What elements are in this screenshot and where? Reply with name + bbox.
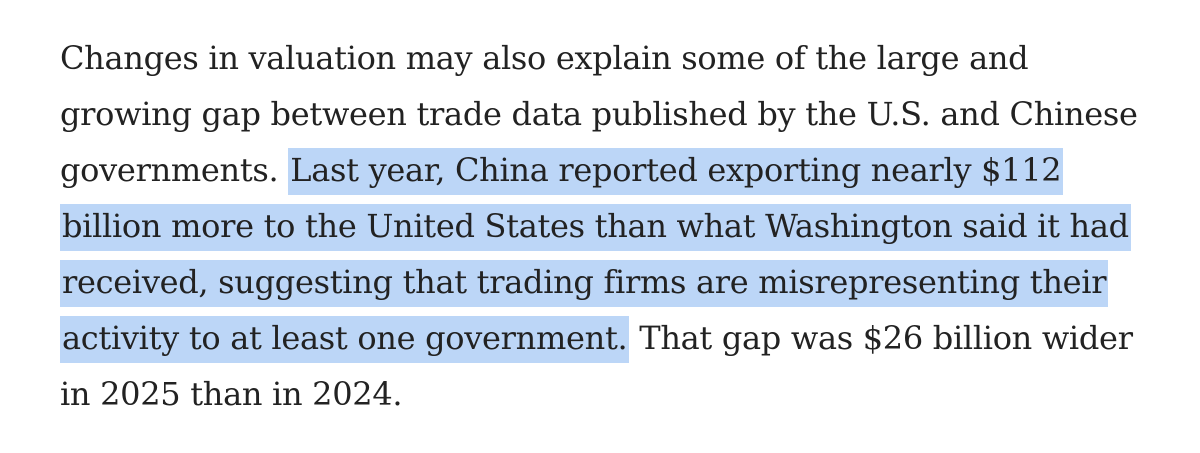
paragraph-line-5: received, suggesting that trading firms … xyxy=(60,254,1180,310)
text-segment: governments. xyxy=(60,151,289,189)
paragraph-line-2: growing gap between trade data published… xyxy=(60,86,1180,142)
highlighted-text[interactable]: received, suggesting that trading firms … xyxy=(60,260,1109,307)
text-segment: growing gap between trade data published… xyxy=(60,95,1138,133)
paragraph-line-6: activity to at least one government. Tha… xyxy=(60,310,1180,366)
paragraph-line-7: in 2025 than in 2024. xyxy=(60,366,1180,422)
highlighted-text[interactable]: activity to at least one government. xyxy=(60,316,630,363)
paragraph-line-4: billion more to the United States than w… xyxy=(60,198,1180,254)
highlighted-text[interactable]: Last year, China reported exporting near… xyxy=(288,148,1064,195)
paragraph-line-1: Changes in valuation may also explain so… xyxy=(60,30,1180,86)
text-segment: Changes in valuation may also explain so… xyxy=(60,39,1029,77)
paragraph-line-3: governments. Last year, China reported e… xyxy=(60,142,1180,198)
text-segment: in 2025 than in 2024. xyxy=(60,375,403,413)
text-segment: That gap was $26 billion wider xyxy=(629,319,1133,357)
article-paragraph: Changes in valuation may also explain so… xyxy=(60,30,1180,422)
highlighted-text[interactable]: billion more to the United States than w… xyxy=(60,204,1131,251)
